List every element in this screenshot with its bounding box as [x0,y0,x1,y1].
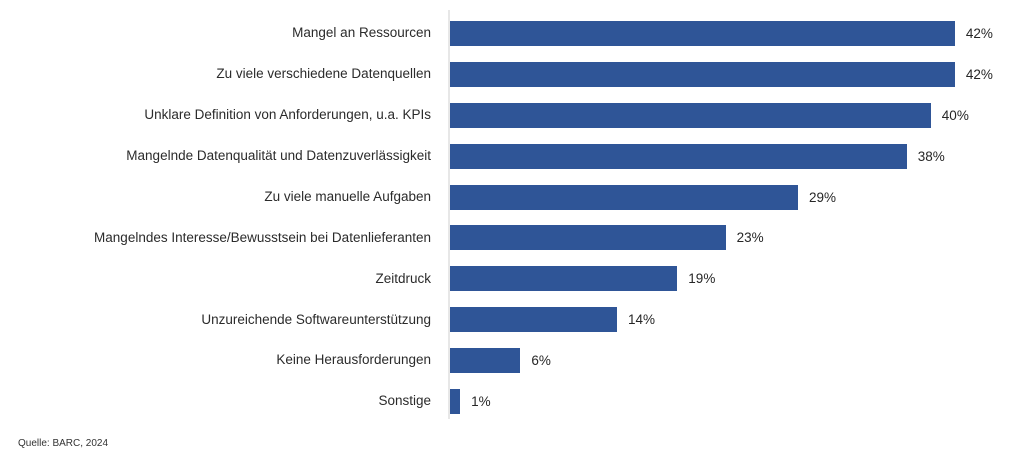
category-label: Mangel an Ressourcen [292,25,431,41]
bar-track: 42% [448,20,1024,46]
bar-row: Unzureichende Softwareunterstützung 14% [0,299,1024,340]
bar-row: Mangel an Ressourcen 42% [0,13,1024,54]
bar-track: 29% [448,184,1024,210]
bar [448,102,931,128]
bar-row: Zu viele verschiedene Datenquellen 42% [0,54,1024,95]
value-label: 40% [941,107,969,123]
bar [448,61,955,87]
category-label: Zu viele verschiedene Datenquellen [216,66,431,82]
bar-track: 42% [448,61,1024,87]
bar [448,184,798,210]
bar [448,143,907,169]
value-label: 29% [809,189,837,205]
bar-rows: Mangel an Ressourcen 42% Zu viele verschie… [0,13,1024,422]
bar-row: Unklare Definition von Anforderungen, u.… [0,95,1024,136]
bar [448,388,461,414]
bar-row: Sonstige 1% [0,381,1024,422]
value-label: 38% [917,148,945,164]
category-label: Unzureichende Softwareunterstützung [201,311,431,327]
category-label: Mangelndes Interesse/Bewusstsein bei Dat… [94,229,431,245]
bar-row: Keine Herausforderungen 6% [0,340,1024,381]
value-label: 42% [965,66,993,82]
bar-row: Zeitdruck 19% [0,258,1024,299]
bar-track: 23% [448,225,1024,251]
category-label: Unklare Definition von Anforderungen, u.… [144,107,431,123]
value-label: 42% [965,25,993,41]
category-label: Sonstige [378,393,431,409]
bar [448,348,521,374]
bar-track: 14% [448,307,1024,333]
bar-track: 1% [448,388,1024,414]
bar-track: 6% [448,348,1024,374]
bar [448,307,617,333]
bar-track: 38% [448,143,1024,169]
value-label: 14% [628,312,656,328]
category-label: Mangelnde Datenqualität und Datenzuverlä… [126,148,431,164]
value-label: 23% [736,230,764,246]
bar-row: Mangelnde Datenqualität und Datenzuverlä… [0,136,1024,177]
category-label: Zu viele manuelle Aufgaben [264,188,431,204]
category-label: Keine Herausforderungen [276,352,431,368]
bar-row: Mangelndes Interesse/Bewusstsein bei Dat… [0,217,1024,258]
bar [448,225,726,251]
bar-track: 19% [448,266,1024,292]
value-label: 1% [471,393,491,409]
bar [448,20,955,46]
bar [448,266,678,292]
value-label: 19% [688,271,716,287]
category-label: Zeitdruck [375,270,431,286]
value-label: 6% [531,353,551,369]
bar-track: 40% [448,102,1024,128]
source-note: Quelle: BARC, 2024 [18,438,109,449]
bar-row: Zu viele manuelle Aufgaben 29% [0,177,1024,218]
